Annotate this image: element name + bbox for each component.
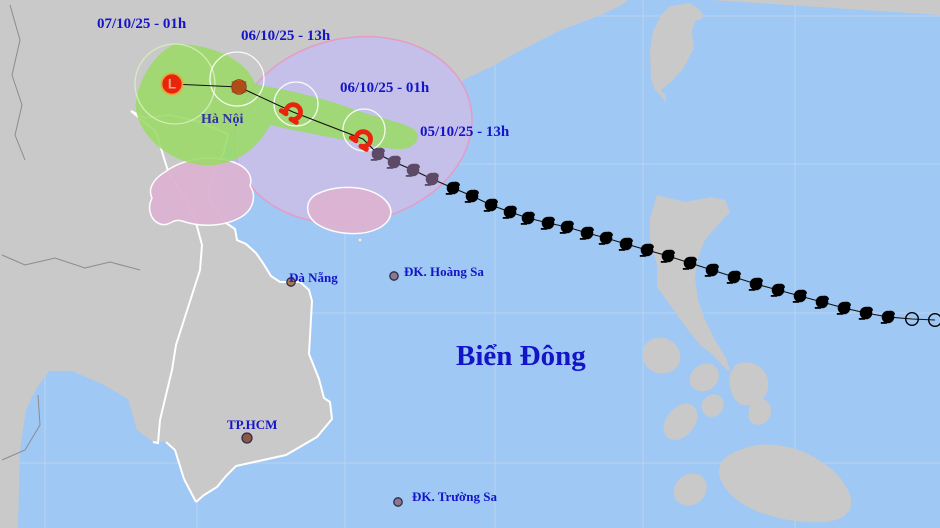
svg-text:L: L <box>168 76 176 91</box>
